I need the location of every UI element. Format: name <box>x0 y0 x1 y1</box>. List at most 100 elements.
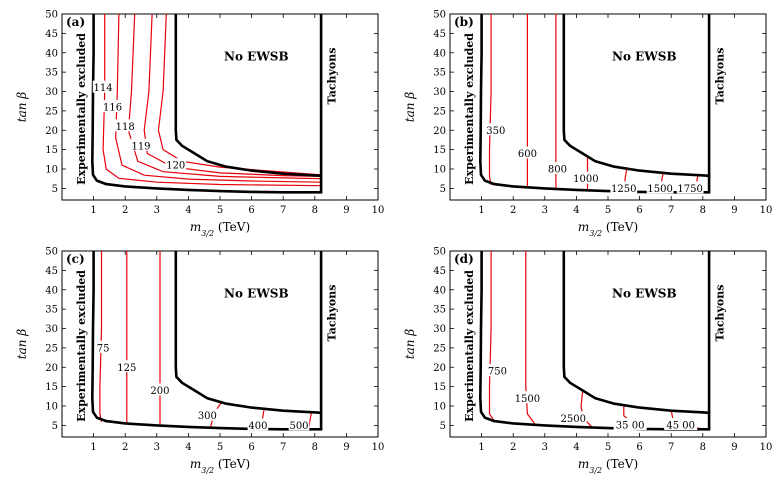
panel-label: (d) <box>454 252 474 266</box>
x-tick-label: 2 <box>122 205 128 216</box>
boundary-left <box>479 14 496 186</box>
contour-label-bg <box>288 418 310 431</box>
x-tick-label: 6 <box>248 442 254 453</box>
x-tick-label: 7 <box>280 205 286 216</box>
panel-label: (a) <box>66 15 85 29</box>
x-tick-label: 4 <box>185 205 191 216</box>
x-tick-label: 7 <box>280 442 286 453</box>
y-tick-label: 15 <box>45 382 58 393</box>
y-tick-label: 15 <box>45 145 58 156</box>
y-tick-label: 20 <box>45 126 58 137</box>
contour-label: 800 <box>548 165 567 176</box>
x-tick-label: 9 <box>343 205 349 216</box>
region-label-tachyons: Tachyons <box>325 285 338 342</box>
region-label-no-ewsb: No EWSB <box>612 287 677 301</box>
contour-label: 2500 <box>561 414 586 425</box>
y-tick-label: 30 <box>433 324 446 335</box>
contour-label: 35 00 <box>616 420 645 431</box>
x-tick-label: 8 <box>312 205 318 216</box>
y-tick-label: 15 <box>433 145 446 156</box>
y-tick-label: 35 <box>45 305 58 316</box>
y-tick-label: 45 <box>45 29 58 40</box>
x-tick-label: 5 <box>217 205 223 216</box>
x-tick-label: 8 <box>312 442 318 453</box>
boundary-ewsb <box>174 251 323 415</box>
contour-label-bg <box>646 181 674 194</box>
region-label-tachyons: Tachyons <box>713 48 726 105</box>
plot-frame <box>61 250 379 438</box>
y-tick-label: 15 <box>433 382 446 393</box>
x-tick-label: 10 <box>760 205 773 216</box>
region-label-excluded: Experimentally excluded <box>75 270 88 422</box>
x-tick-label: 8 <box>700 442 706 453</box>
x-tick-label: 1 <box>478 205 484 216</box>
contour-label: 750 <box>488 367 507 378</box>
region-label-tachyons: Tachyons <box>325 48 338 105</box>
contour-label-bg <box>197 408 218 421</box>
contour-label-bg <box>487 364 508 377</box>
y-tick-label: 40 <box>433 285 446 296</box>
y-tick-label: 5 <box>52 184 58 195</box>
x-tick-label: 4 <box>573 442 579 453</box>
contour-label: 114 <box>94 83 113 94</box>
contour-line <box>488 251 495 422</box>
contour-label: 116 <box>103 103 122 114</box>
x-tick-label: 6 <box>636 442 642 453</box>
contour-line <box>143 14 322 177</box>
x-tick-label: 5 <box>605 205 611 216</box>
contour-label-bg <box>149 383 171 396</box>
x-tick-label: 10 <box>760 442 773 453</box>
x-axis-label: m3/2 (TeV) <box>190 457 250 475</box>
boundary-left <box>479 251 496 423</box>
y-tick-label: 20 <box>433 363 446 374</box>
y-tick-label: 50 <box>45 247 58 258</box>
y-tick-label: 5 <box>440 421 446 432</box>
x-tick-label: 4 <box>573 205 579 216</box>
y-tick-label: 45 <box>45 266 58 277</box>
contour-line <box>127 14 322 180</box>
contour-line <box>525 251 536 425</box>
x-tick-label: 9 <box>731 442 737 453</box>
contour-label: 1000 <box>573 174 598 185</box>
x-tick-label: 3 <box>154 442 160 453</box>
contour-label-bg <box>165 158 187 171</box>
y-tick-label: 30 <box>433 87 446 98</box>
contour-label-bg <box>572 171 600 184</box>
contour-label-bg <box>610 181 638 194</box>
region-label-tachyons: Tachyons <box>713 285 726 342</box>
contour-label: 120 <box>166 161 185 172</box>
y-tick-label: 10 <box>433 402 446 413</box>
contour-label: 1500 <box>647 184 672 195</box>
boundary-bottom <box>104 419 323 431</box>
x-tick-label: 2 <box>510 205 516 216</box>
x-tick-label: 2 <box>122 442 128 453</box>
region-label-no-ewsb: No EWSB <box>612 50 677 64</box>
x-tick-label: 5 <box>605 442 611 453</box>
x-tick-label: 5 <box>217 442 223 453</box>
y-tick-label: 35 <box>433 68 446 79</box>
x-tick-label: 10 <box>372 442 385 453</box>
plot-area <box>91 251 323 431</box>
contour-label-bg <box>92 80 114 93</box>
y-tick-label: 45 <box>433 266 446 277</box>
contour-label-bg <box>102 100 123 112</box>
y-tick-label: 40 <box>45 285 58 296</box>
contour-label: 300 <box>198 411 217 422</box>
contour-label: 45 00 <box>666 420 695 431</box>
x-tick-label: 4 <box>185 442 191 453</box>
contour-label-bg <box>559 411 587 424</box>
contour-label-bg <box>247 418 269 431</box>
contour-label: 125 <box>117 363 136 374</box>
y-tick-label: 5 <box>52 421 58 432</box>
contour-label: 200 <box>150 386 169 397</box>
y-tick-label: 20 <box>45 363 58 374</box>
region-label-excluded: Experimentally excluded <box>463 270 476 422</box>
x-tick-label: 7 <box>668 205 674 216</box>
contour-label-bg <box>676 181 704 194</box>
x-tick-label: 1 <box>90 442 96 453</box>
contour-label-bg <box>95 340 111 353</box>
contour-label: 1250 <box>611 184 636 195</box>
